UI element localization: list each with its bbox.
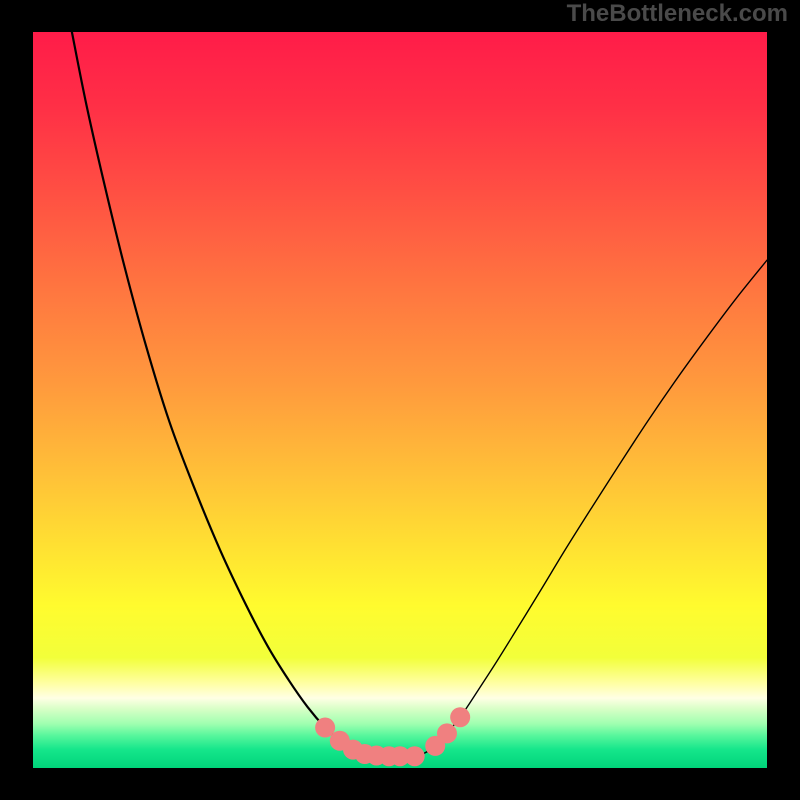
plot-area bbox=[33, 32, 767, 768]
watermark-text: TheBottleneck.com bbox=[567, 0, 788, 28]
chart-container: TheBottleneck.com bbox=[0, 0, 800, 800]
marker-right bbox=[437, 723, 457, 743]
chart-svg bbox=[0, 0, 800, 800]
marker-right bbox=[450, 707, 470, 727]
marker-left bbox=[405, 746, 425, 766]
